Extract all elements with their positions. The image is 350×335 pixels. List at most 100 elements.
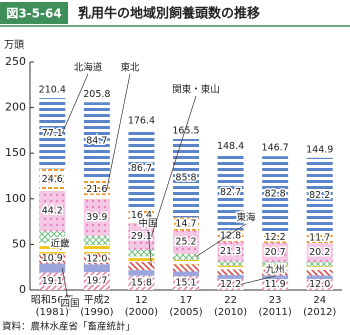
value-label: 84.7: [86, 135, 107, 146]
x-tick-sublabel: (2005): [169, 307, 202, 318]
series-label: 九州: [265, 264, 284, 276]
value-label: 44.2: [42, 206, 63, 217]
bar-segment: [39, 168, 66, 191]
bar-segment: [83, 264, 110, 273]
bar-segment: [83, 235, 110, 246]
x-tick-label: 24: [313, 295, 326, 306]
bar-segment: [262, 242, 289, 262]
leader-line: [151, 95, 197, 237]
x-tick-label: 17: [180, 295, 193, 306]
bar-segment: [39, 253, 66, 264]
bar-segment: [217, 241, 244, 262]
x-tick-sublabel: (2000): [125, 307, 158, 318]
bar-segment: [83, 245, 110, 254]
total-label: 146.7: [262, 143, 289, 154]
series-label: 中国: [138, 218, 157, 230]
value-label: 21.3: [220, 246, 241, 257]
value-label: 14.7: [175, 219, 196, 230]
bar-segment: [128, 261, 155, 271]
bar-segment: [173, 230, 199, 254]
value-label: 82.7: [220, 187, 241, 198]
bar-segment: [262, 156, 289, 232]
value-label: 82.8: [265, 188, 286, 199]
total-label: 148.4: [217, 141, 244, 152]
bar-segment: [173, 139, 199, 218]
bar-segment: [217, 278, 244, 290]
bar-segment: [39, 272, 66, 290]
bar-segment: [306, 261, 333, 267]
series-label: 関東・東山: [172, 84, 220, 96]
x-tick-sublabel: (1981): [36, 307, 69, 318]
value-label: 20.7: [265, 247, 286, 258]
value-label: 15.1: [175, 278, 196, 289]
value-label: 29.1: [131, 231, 152, 242]
bar-segment: [173, 217, 199, 231]
value-label: 20.2: [309, 247, 330, 258]
total-label: 165.5: [172, 126, 199, 137]
bar-segment: [217, 275, 244, 279]
leader-line: [106, 73, 131, 190]
x-tick-label: 23: [269, 295, 282, 306]
leader-line: [147, 229, 152, 267]
chart-title: 乳用牛の地域別飼養頭数の推移: [78, 6, 260, 22]
series-label: 東北: [120, 62, 140, 74]
x-tick-sublabel: (1990): [80, 307, 113, 318]
total-label: 210.4: [39, 85, 66, 96]
bar-segment: [217, 265, 244, 270]
figure-label-box: [0, 2, 68, 24]
value-label: 11.9: [265, 279, 286, 290]
bar-segment: [262, 231, 289, 243]
value-label: 82.2: [309, 190, 330, 201]
bar-segment: [83, 179, 110, 200]
bar-segment: [83, 253, 110, 265]
bar-segment: [173, 259, 199, 265]
value-label: 15.8: [131, 277, 152, 288]
bar-segment: [306, 157, 333, 233]
total-label: 144.9: [306, 144, 333, 155]
value-label: 11.7: [309, 233, 330, 244]
value-label: 19.1: [42, 276, 63, 287]
value-label: 19.7: [86, 276, 107, 287]
value-label: 10.9: [42, 253, 63, 264]
bar-segment: [128, 129, 155, 209]
y-tick-label: 0: [19, 283, 26, 296]
bar-segment: [128, 270, 155, 276]
y-tick-label: 250: [5, 55, 26, 68]
leader-line: [61, 73, 89, 134]
y-tick-label: 200: [5, 101, 26, 114]
value-label: 12.2: [265, 232, 286, 243]
value-label: 12.2: [220, 279, 241, 290]
bar-segment: [217, 269, 244, 276]
series-label: 北海道: [74, 62, 103, 74]
series-label: 東海: [236, 212, 256, 224]
figure-label: 図3-5-64: [6, 7, 61, 21]
y-tick-label: 150: [5, 146, 26, 159]
leader-line: [240, 275, 276, 285]
bar-segment: [128, 249, 155, 257]
value-label: 25.2: [175, 237, 196, 248]
bar-segment: [128, 208, 155, 224]
bar-segment: [306, 269, 333, 276]
bar-segment: [39, 243, 66, 254]
bar-segment: [217, 154, 244, 231]
y-tick-label: 100: [5, 192, 26, 205]
y-tick-label: 50: [12, 237, 26, 250]
leader-line: [59, 247, 63, 251]
y-axis-label: 万頭: [4, 39, 24, 51]
bar-segment: [306, 243, 333, 262]
source: 資料：農林水産省「畜産統計」: [2, 321, 135, 333]
value-label: 77.1: [42, 128, 63, 139]
bar-segment: [39, 263, 66, 273]
total-label: 176.4: [128, 116, 155, 127]
x-tick-sublabel: (2012): [303, 307, 336, 318]
bar-segment: [217, 230, 244, 242]
bar-segment: [173, 253, 199, 260]
bar-segment: [262, 275, 289, 280]
value-label: 85.8: [175, 173, 196, 184]
bar-segment: [39, 190, 66, 232]
x-tick-label: 12: [135, 295, 148, 306]
value-label: 16.4: [131, 210, 152, 221]
bar-segment: [39, 98, 66, 169]
value-label: 12.0: [309, 279, 330, 290]
